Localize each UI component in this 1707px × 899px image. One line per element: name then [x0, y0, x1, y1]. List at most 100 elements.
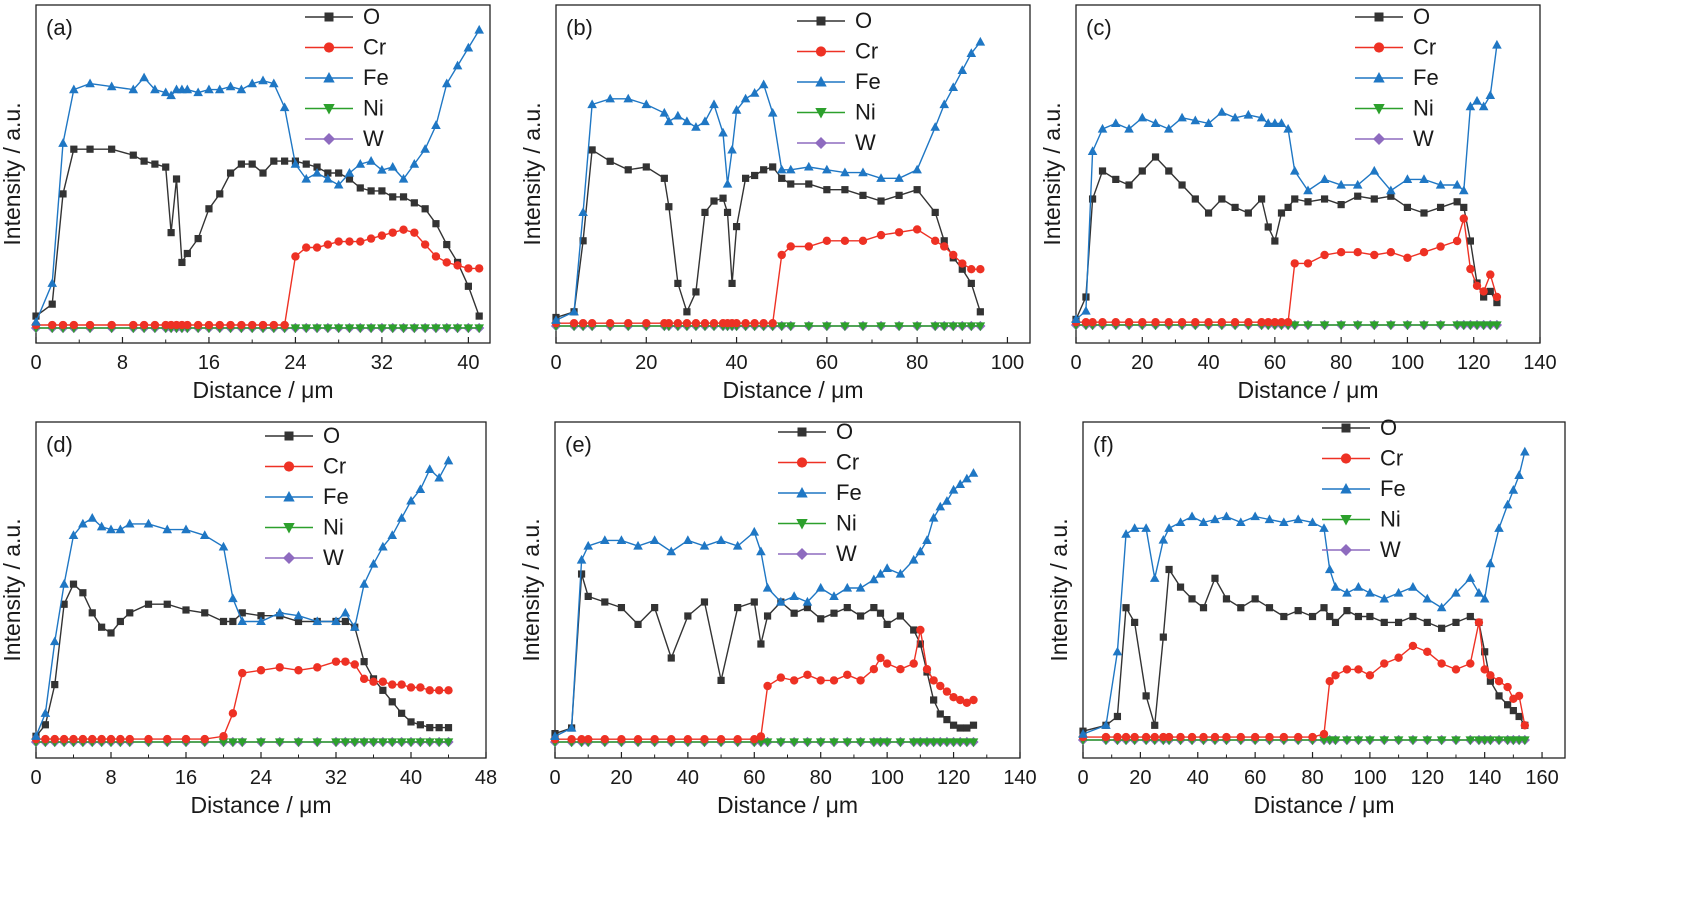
data-point-fe: [876, 173, 886, 182]
legend-label-o: O: [363, 4, 380, 29]
data-point-cr: [1217, 318, 1227, 327]
data-point-cr: [183, 320, 192, 330]
data-point-o: [1264, 223, 1272, 231]
data-point-cr: [416, 683, 425, 692]
data-point-cr: [936, 681, 945, 691]
chart-panel-b: 0 20 40 60 80 100 Distance / μm Intensity / a.u…: [519, 4, 1031, 403]
data-point-o: [1486, 287, 1494, 295]
data-point-o: [584, 592, 592, 600]
data-point-cr: [664, 318, 674, 328]
legend-marker-cr: [815, 46, 827, 57]
legend: O Cr Fe Ni W: [1355, 4, 1439, 151]
series-fe: [31, 455, 454, 740]
data-point-cr: [88, 734, 97, 744]
x-tick-label: 140: [1523, 352, 1556, 374]
data-point-ni: [957, 322, 968, 332]
data-point-o: [1265, 604, 1274, 612]
data-point-o: [1211, 574, 1219, 582]
series-line-o: [1075, 155, 1498, 320]
data-point-cr: [776, 673, 786, 682]
data-point-o: [356, 184, 364, 192]
data-point-cr: [1394, 653, 1403, 662]
data-point-o: [778, 174, 786, 182]
data-point-o: [1366, 612, 1374, 621]
data-point-o: [1394, 618, 1403, 626]
data-point-o: [665, 203, 673, 211]
data-point-fe: [869, 574, 879, 584]
data-point-ni: [822, 322, 832, 332]
data-point-ni: [474, 324, 484, 334]
data-point-ni: [331, 738, 341, 748]
data-point-ni: [875, 738, 886, 748]
data-point-cr: [1204, 318, 1213, 327]
x-tick-label: 20: [610, 767, 632, 789]
legend-marker-o: [797, 427, 807, 437]
panel-label: (c): [1086, 15, 1112, 40]
data-point-cr: [69, 734, 78, 744]
x-tick-label: 0: [550, 352, 561, 374]
data-point-o: [1370, 195, 1378, 203]
data-point-cr: [139, 320, 149, 330]
data-point-fe: [1353, 582, 1364, 591]
data-point-cr: [258, 320, 268, 330]
data-point-cr: [856, 676, 865, 685]
data-point-o: [913, 186, 921, 194]
x-tick-label: 24: [284, 352, 306, 374]
data-point-fe: [955, 479, 966, 488]
data-point-fe: [1514, 470, 1524, 479]
data-point-cr: [569, 318, 579, 328]
data-point-cr: [1244, 318, 1253, 327]
x-tick-label: 0: [1070, 352, 1081, 374]
data-point-o: [805, 180, 813, 188]
data-point-fe: [1078, 729, 1088, 738]
data-point-cr: [650, 735, 659, 744]
data-point-o: [116, 617, 124, 626]
data-point-ni: [1369, 321, 1380, 331]
legend-marker-fe: [796, 487, 808, 498]
data-point-o: [379, 686, 387, 694]
data-point-fe: [1508, 485, 1519, 494]
data-point-fe: [1402, 174, 1413, 183]
data-point-ni: [855, 738, 866, 748]
x-tick-label: 40: [725, 352, 747, 374]
data-point-ni: [312, 324, 322, 334]
data-point-fe: [1243, 109, 1254, 119]
data-point-ni: [398, 324, 409, 334]
data-point-fe: [204, 84, 214, 94]
data-point-o: [1218, 195, 1226, 203]
data-point-fe: [1149, 573, 1160, 582]
data-point-fe: [225, 81, 236, 91]
data-point-fe: [659, 107, 670, 117]
data-point-o: [407, 718, 415, 726]
series-cr: [1071, 214, 1502, 327]
data-point-fe: [718, 127, 728, 137]
data-point-fe: [699, 540, 710, 550]
data-point-o: [1326, 612, 1334, 621]
x-tick-label: 40: [1197, 352, 1219, 374]
data-point-fe: [1379, 593, 1390, 603]
data-point-fe: [1230, 112, 1240, 122]
data-point-fe: [443, 455, 454, 465]
chart-panel-a: 0 8 16 24 32 40 Distance / μm Intensity / a.u. (…: [0, 4, 491, 403]
data-point-o: [683, 308, 691, 316]
data-point-fe: [1110, 118, 1121, 127]
panel-label: (d): [46, 432, 73, 457]
data-point-fe: [1319, 523, 1329, 532]
data-point-fe: [1164, 123, 1174, 133]
data-point-o: [335, 169, 343, 177]
data-point-cr: [323, 240, 333, 249]
data-point-fe: [1502, 499, 1513, 509]
data-point-o: [843, 604, 851, 612]
data-point-cr: [882, 659, 892, 668]
data-point-o: [432, 220, 440, 228]
data-point-o: [464, 282, 472, 290]
data-point-fe: [236, 84, 247, 94]
data-point-o: [1191, 195, 1199, 203]
data-point-cr: [1486, 671, 1495, 680]
x-axis-label: Distance / μm: [1253, 792, 1394, 818]
data-point-cr: [1177, 318, 1187, 327]
legend-marker-fe: [1340, 483, 1352, 494]
data-point-o: [378, 187, 386, 195]
data-point-fe: [452, 60, 463, 70]
data-point-fe: [1150, 118, 1161, 127]
